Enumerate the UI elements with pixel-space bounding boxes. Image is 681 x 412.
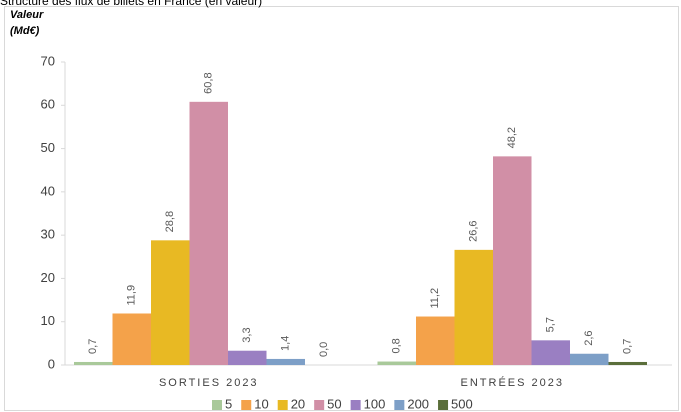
data-label: 28,8 xyxy=(164,211,176,232)
x-tick-label: SORTIES 2023 xyxy=(159,377,259,389)
bar xyxy=(112,313,151,365)
data-label: 11,2 xyxy=(429,288,441,309)
data-label: 60,8 xyxy=(203,72,215,93)
y-tick-label: 20 xyxy=(41,270,55,285)
bar xyxy=(454,249,493,365)
data-label: 2,6 xyxy=(583,330,595,345)
bar xyxy=(570,353,609,365)
legend-swatch xyxy=(350,400,361,410)
y-tick-label: 50 xyxy=(41,140,55,155)
bar xyxy=(608,361,647,365)
bar xyxy=(493,156,532,365)
legend-label: 5 xyxy=(225,396,232,411)
y-tick-label: 30 xyxy=(41,227,55,242)
bar xyxy=(531,340,570,365)
data-label: 5,7 xyxy=(545,317,557,332)
y-tick-label: 10 xyxy=(41,313,55,328)
data-label: 0,7 xyxy=(622,339,634,354)
bar xyxy=(228,350,267,365)
legend-swatch xyxy=(277,400,288,410)
y-axis-label: Valeur xyxy=(10,9,44,21)
y-tick-label: 40 xyxy=(41,183,55,198)
y-axis-label: (Md€) xyxy=(10,25,40,37)
legend-label: 500 xyxy=(451,396,473,411)
legend-label: 10 xyxy=(254,396,268,411)
data-label: 26,6 xyxy=(468,220,480,241)
legend-swatch xyxy=(394,400,405,410)
data-label: 48,2 xyxy=(506,127,518,148)
data-label: 0,7 xyxy=(87,339,99,354)
bar xyxy=(151,240,190,365)
legend-swatch xyxy=(314,400,325,410)
bar xyxy=(416,316,455,365)
bar xyxy=(189,101,228,365)
data-label: 1,4 xyxy=(280,336,292,351)
x-tick-label: ENTRÉES 2023 xyxy=(461,376,564,389)
y-tick-label: 60 xyxy=(41,97,55,112)
legend-swatch xyxy=(212,400,222,410)
legend-swatch xyxy=(241,400,252,410)
data-label: 3,3 xyxy=(241,327,253,342)
data-label: 0,8 xyxy=(391,338,403,353)
bar xyxy=(266,358,305,365)
chart-frame xyxy=(4,6,679,411)
legend-label: 100 xyxy=(364,396,386,411)
bar xyxy=(74,361,113,365)
legend-label: 20 xyxy=(291,396,305,411)
bar xyxy=(377,361,416,365)
y-tick-label: 70 xyxy=(41,53,55,68)
data-label: 11,9 xyxy=(126,285,138,306)
data-label: 0,0 xyxy=(318,342,330,357)
y-tick-label: 0 xyxy=(48,356,55,371)
legend-swatch xyxy=(438,400,449,410)
chart-title: Structure des flux de billets en France … xyxy=(0,0,262,8)
legend-label: 200 xyxy=(407,396,429,411)
legend-label: 50 xyxy=(327,396,341,411)
